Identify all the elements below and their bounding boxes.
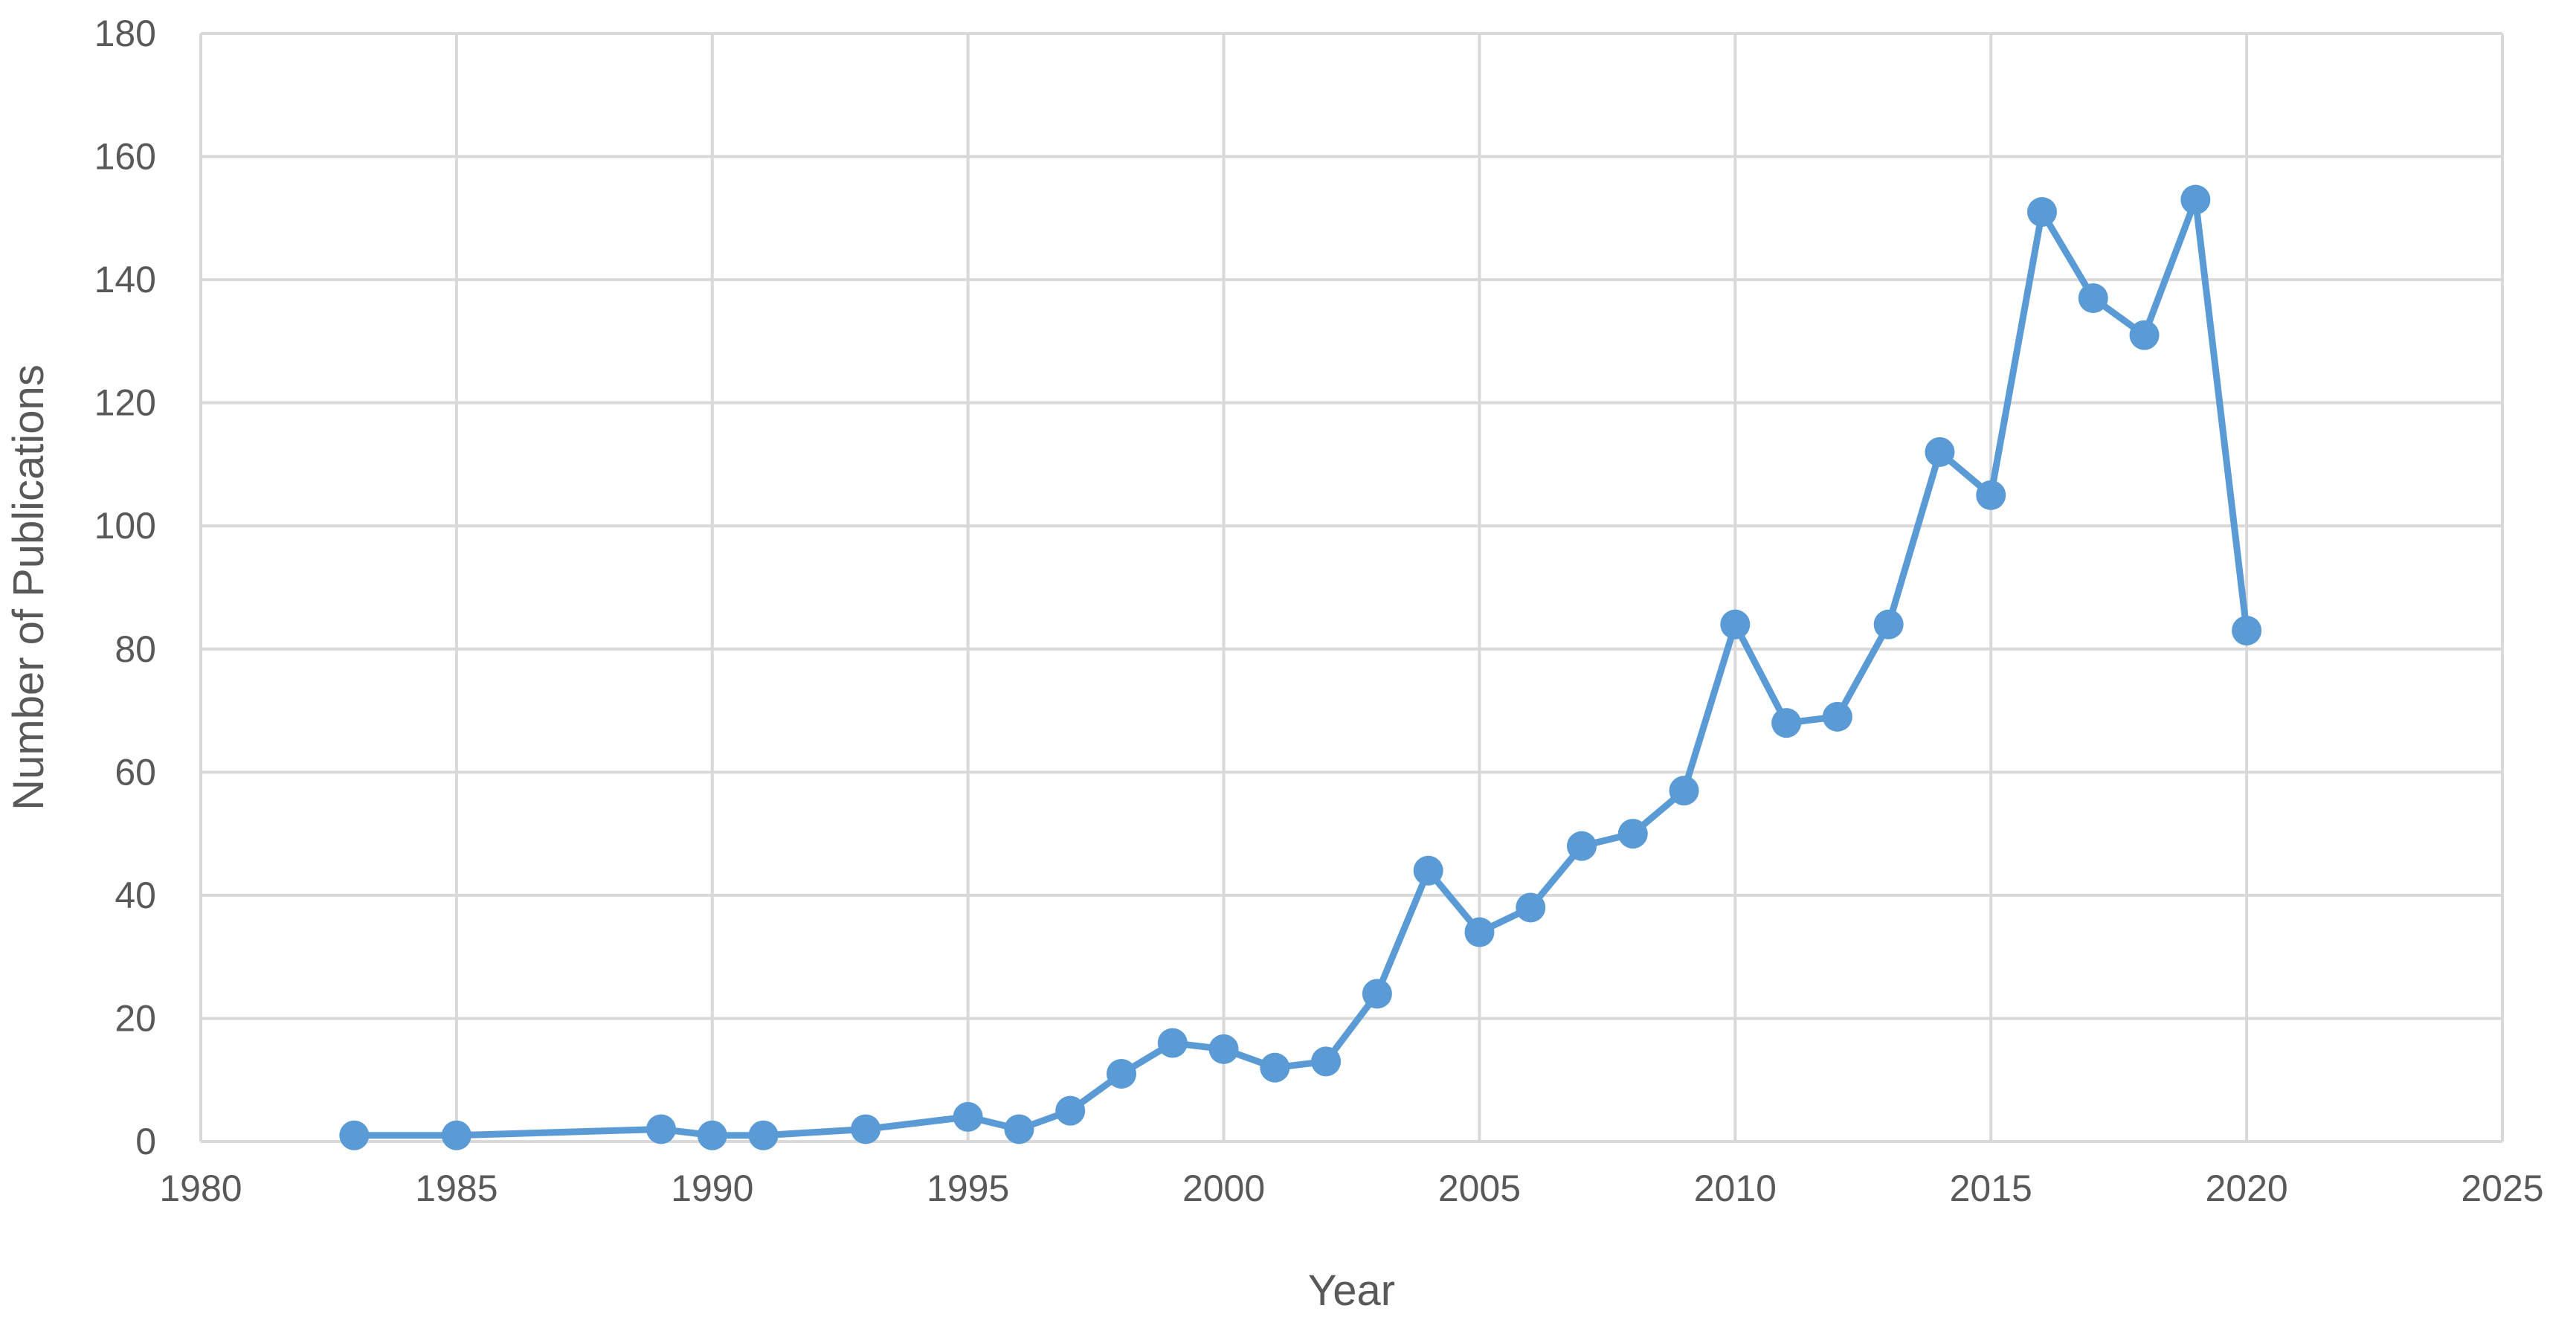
series-line (350, 196, 2250, 1139)
data-point (1771, 708, 1802, 738)
data-point (1055, 1095, 1086, 1126)
y-tick-label: 180 (94, 13, 156, 54)
y-tick-label: 80 (115, 628, 156, 670)
data-point (2078, 283, 2108, 313)
x-tick-label: 1995 (927, 1168, 1009, 1209)
data-point (697, 1120, 727, 1150)
data-point (1822, 701, 1852, 732)
x-tick-label: 2000 (1182, 1168, 1265, 1209)
x-tick-label: 1985 (415, 1168, 498, 1209)
plot-area (199, 32, 2504, 1143)
series-group (339, 184, 2262, 1150)
y-tick-label: 160 (94, 136, 156, 178)
data-point (1720, 609, 1751, 640)
data-point (1925, 437, 1955, 467)
x-tick-label: 2025 (2461, 1168, 2543, 1209)
data-point (1976, 480, 2006, 510)
y-axis-tick-labels: 0 20 40 60 80 100 120 140 160 180 (94, 13, 156, 1162)
data-point (1004, 1114, 1034, 1144)
data-point (441, 1120, 471, 1150)
y-tick-label: 120 (94, 382, 156, 424)
data-point (1617, 819, 1648, 849)
data-point (1362, 979, 1392, 1009)
y-tick-label: 0 (135, 1121, 156, 1162)
data-point (1516, 892, 1546, 923)
data-point (1311, 1046, 1342, 1077)
x-tick-label: 1990 (671, 1168, 753, 1209)
data-point (1107, 1058, 1136, 1089)
data-point (1873, 609, 1904, 640)
data-point (1157, 1028, 1188, 1058)
y-tick-label: 100 (94, 505, 156, 547)
data-point (339, 1120, 370, 1150)
data-point (953, 1101, 983, 1132)
data-point (1464, 917, 1495, 947)
data-point (1567, 831, 1597, 861)
data-point (2232, 615, 2262, 645)
y-tick-label: 20 (115, 997, 156, 1039)
x-tick-label: 2020 (2205, 1168, 2287, 1209)
data-point (851, 1114, 881, 1144)
y-axis-title: Number of Publications (4, 364, 53, 811)
data-point (2129, 320, 2160, 350)
x-tick-label: 2010 (1694, 1168, 1777, 1209)
data-point (1413, 855, 1443, 886)
data-point (2180, 184, 2211, 215)
x-tick-label: 2005 (1438, 1168, 1521, 1209)
data-point (1260, 1052, 1290, 1083)
data-point (646, 1114, 676, 1144)
y-tick-label: 140 (94, 259, 156, 300)
data-point (1208, 1034, 1239, 1064)
data-point (748, 1120, 779, 1150)
y-tick-label: 60 (115, 751, 156, 793)
x-axis-tick-labels: 1980 1985 1990 1995 2000 2005 2010 2015 2020 2025 (159, 1168, 2543, 1209)
y-tick-label: 40 (115, 875, 156, 916)
data-point (1669, 776, 1699, 806)
x-axis-title: Year (1308, 1266, 1395, 1315)
data-point (2027, 197, 2057, 228)
x-tick-label: 2015 (1950, 1168, 2032, 1209)
x-tick-label: 1980 (159, 1168, 242, 1209)
